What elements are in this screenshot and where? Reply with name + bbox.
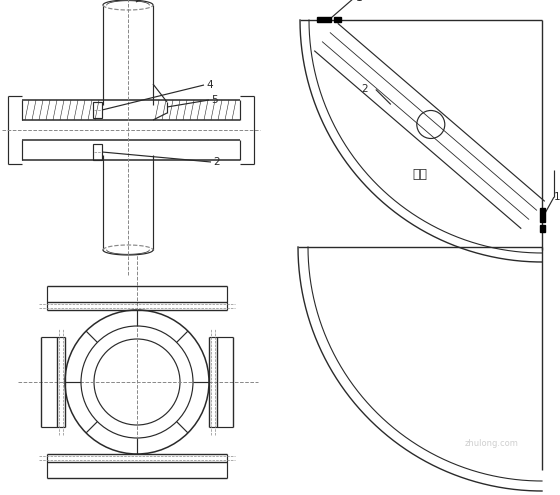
Text: 管井: 管井 bbox=[413, 168, 427, 182]
Text: 4: 4 bbox=[206, 80, 213, 90]
Bar bbox=[93, 102, 102, 118]
Bar bbox=[93, 144, 102, 160]
Text: 2: 2 bbox=[213, 157, 220, 167]
Text: 5: 5 bbox=[211, 95, 218, 105]
Text: zhulong.com: zhulong.com bbox=[465, 439, 519, 447]
Bar bbox=[540, 225, 545, 232]
Text: 1: 1 bbox=[356, 0, 363, 3]
Bar bbox=[334, 17, 341, 22]
Text: 2: 2 bbox=[361, 85, 367, 95]
Bar bbox=[540, 208, 545, 222]
Bar bbox=[317, 17, 331, 22]
Text: 1: 1 bbox=[554, 192, 560, 202]
